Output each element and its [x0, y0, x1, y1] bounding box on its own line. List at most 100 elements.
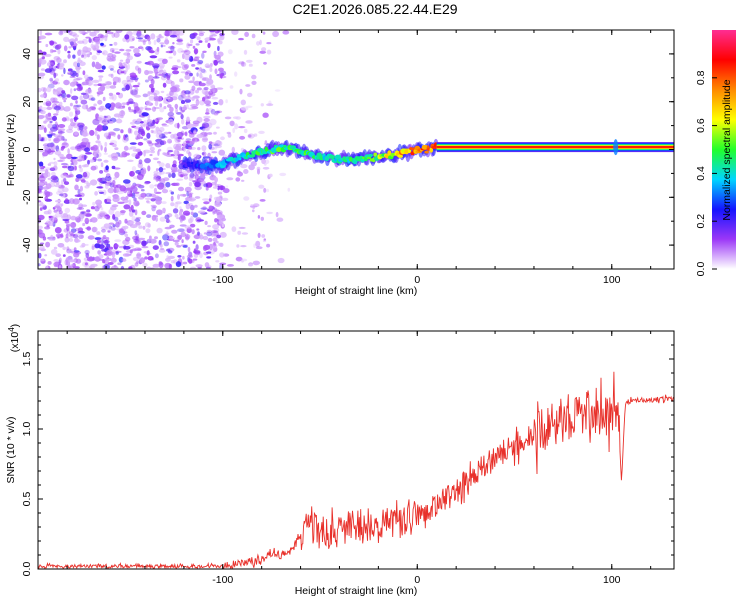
noise-speck	[60, 213, 68, 220]
noise-speck	[209, 67, 213, 73]
noise-speck	[104, 115, 108, 119]
noise-speck	[130, 204, 134, 211]
noise-speck	[77, 49, 82, 57]
noise-speck	[105, 115, 112, 121]
signal-point	[424, 150, 429, 154]
noise-speck	[197, 231, 200, 236]
noise-speck	[78, 203, 84, 209]
noise-speck	[182, 210, 191, 216]
noise-speck	[129, 46, 135, 49]
noise-speck	[252, 209, 255, 213]
noise-speck	[158, 162, 165, 168]
noise-speck	[66, 153, 73, 160]
signal-point	[397, 154, 404, 158]
noise-speck	[104, 175, 112, 182]
noise-speck	[145, 123, 149, 127]
noise-speck	[148, 142, 154, 147]
noise-speck	[212, 233, 217, 236]
noise-speck	[98, 75, 104, 78]
noise-speck	[103, 264, 111, 269]
snr-y-scale-exponent: 4	[7, 327, 16, 332]
noise-speck	[40, 110, 46, 115]
noise-speck	[179, 106, 183, 111]
noise-speck	[199, 67, 202, 71]
noise-speck	[203, 244, 211, 251]
noise-speck	[140, 34, 145, 39]
noise-speck	[262, 166, 270, 170]
noise-speck	[197, 60, 204, 64]
noise-speck	[79, 197, 82, 201]
noise-speck	[240, 164, 248, 169]
y-tick-label: 1.0	[21, 422, 33, 437]
noise-speck	[97, 33, 104, 39]
noise-speck	[124, 152, 130, 156]
noise-speck	[198, 31, 206, 34]
noise-speck	[192, 45, 196, 49]
noise-speck	[97, 177, 103, 182]
noise-speck	[172, 50, 177, 56]
noise-speck	[238, 126, 246, 129]
noise-speck	[200, 180, 206, 185]
noise-speck	[114, 171, 120, 179]
noise-speck	[110, 73, 114, 79]
noise-speck	[58, 265, 62, 269]
noise-speck	[184, 234, 191, 240]
noise-speck	[73, 61, 79, 67]
noise-speck	[181, 170, 189, 176]
noise-speck	[183, 95, 192, 101]
noise-speck	[134, 233, 140, 240]
noise-speck	[174, 201, 179, 209]
noise-speck	[190, 34, 197, 37]
noise-speck	[39, 244, 45, 252]
noise-speck	[91, 55, 98, 61]
noise-speck	[188, 197, 196, 202]
noise-speck	[251, 80, 257, 85]
noise-speck	[126, 55, 133, 61]
noise-speck	[160, 44, 164, 48]
noise-speck	[92, 118, 100, 126]
noise-speck	[92, 156, 97, 161]
noise-speck	[210, 108, 216, 115]
noise-speck	[176, 131, 184, 138]
noise-speck	[63, 138, 68, 142]
noise-speck	[38, 230, 44, 232]
noise-speck	[50, 98, 55, 102]
noise-speck	[113, 41, 118, 46]
noise-speck	[178, 210, 183, 216]
noise-speck	[62, 97, 68, 100]
noise-speck	[156, 46, 160, 52]
noise-speck	[163, 131, 169, 135]
noise-speck	[49, 40, 55, 46]
noise-speck	[136, 60, 142, 64]
noise-speck	[133, 47, 140, 54]
noise-speck	[139, 257, 145, 264]
noise-speck	[110, 132, 117, 136]
noise-speck	[86, 53, 90, 58]
noise-speck	[144, 107, 152, 111]
noise-speck	[134, 247, 142, 251]
noise-speck	[163, 101, 166, 104]
noise-speck	[211, 96, 219, 100]
noise-speck	[107, 262, 114, 265]
snr-plot-area[interactable]	[38, 331, 674, 569]
noise-speck	[70, 222, 77, 228]
noise-speck	[115, 221, 121, 228]
noise-speck	[235, 177, 241, 182]
noise-speck	[140, 39, 148, 43]
noise-speck	[209, 74, 212, 80]
noise-speck	[133, 201, 136, 206]
colorbar-tick-label: 0.0	[695, 262, 707, 277]
noise-speck	[74, 108, 78, 114]
noise-speck	[90, 263, 98, 267]
noise-speck	[161, 124, 170, 127]
noise-speck	[105, 33, 109, 38]
noise-speck	[236, 171, 243, 177]
noise-speck	[205, 103, 211, 107]
noise-speck	[164, 39, 170, 45]
noise-speck	[212, 101, 219, 105]
noise-speck	[56, 135, 64, 142]
noise-speck	[126, 101, 130, 106]
noise-speck	[111, 156, 119, 161]
noise-speck	[259, 199, 266, 202]
